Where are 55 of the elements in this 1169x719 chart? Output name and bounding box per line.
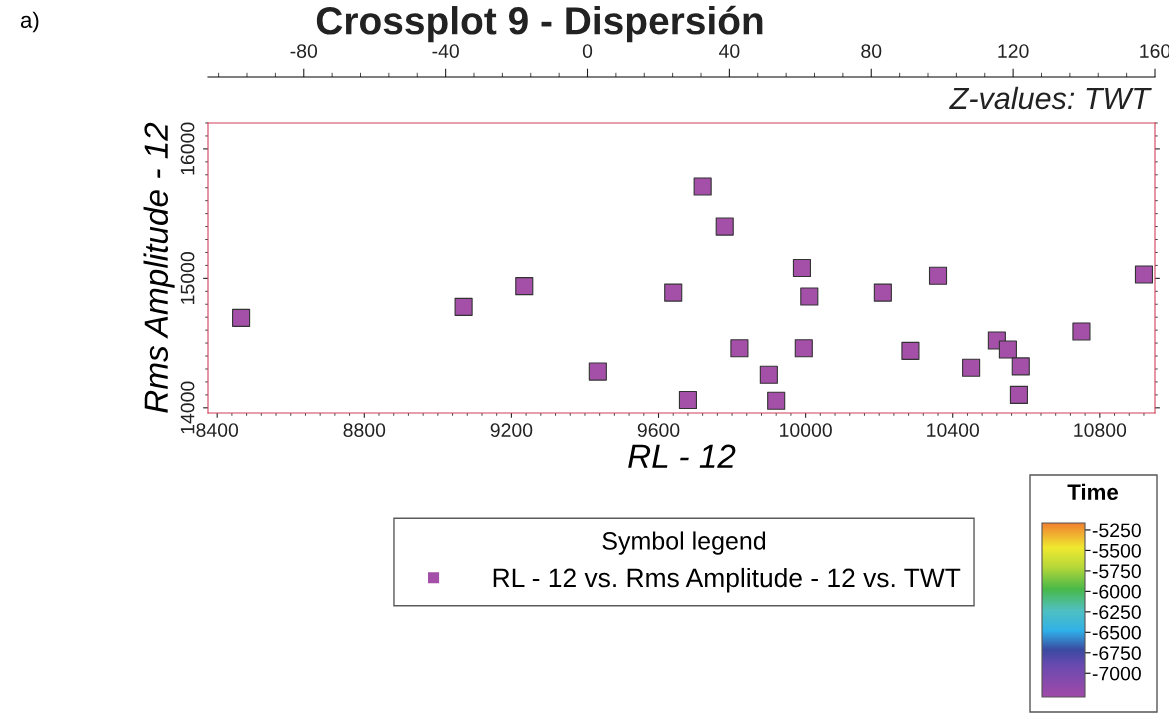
point: [664, 283, 683, 302]
point: [515, 277, 534, 296]
chart-title: Crossplot 9 - Dispersión: [316, 5, 763, 43]
x-tick-label: 9600: [637, 423, 680, 437]
point: [232, 308, 251, 327]
point: [730, 339, 749, 358]
x2-tick-label: 120: [998, 44, 1029, 58]
point: [1072, 322, 1091, 341]
x2-tick-label: 40: [719, 44, 740, 58]
point: [962, 358, 981, 377]
point: [767, 391, 786, 410]
legend-title: Symbol legend: [602, 531, 766, 555]
point: [1011, 357, 1030, 376]
text: Z-values: TWT: [949, 86, 1152, 110]
point: [901, 341, 920, 360]
x-tick-label: 8400: [196, 423, 239, 437]
color-bar-label: -6000: [1092, 584, 1141, 599]
point: [678, 390, 697, 410]
x2-tick-label: 80: [861, 44, 882, 58]
y-tick-label: 16000: [180, 122, 195, 175]
point: [1134, 265, 1154, 284]
text: a): [20, 11, 39, 33]
point: [873, 283, 892, 302]
color-bar-label: -5250: [1092, 523, 1141, 538]
point: [792, 258, 812, 278]
color-bar-label: -6500: [1092, 625, 1141, 640]
x-tick-label: 10800: [1074, 423, 1127, 437]
x2-tick-label: -80: [290, 44, 318, 58]
point: [998, 340, 1017, 359]
y-axis-title: Rms Amplitude - 12: [143, 122, 175, 413]
point: [928, 266, 948, 285]
x-axis-title: RL - 12: [628, 444, 736, 468]
color-bar-label: -6750: [1092, 646, 1141, 661]
x-tick-label: 8800: [343, 423, 386, 437]
point: [1009, 385, 1028, 404]
x2-tick-label: 0: [582, 44, 593, 58]
point: [800, 287, 819, 306]
color-bar-label: -7000: [1092, 666, 1141, 681]
color-bar-label: -6250: [1092, 605, 1141, 620]
x-tick-label: 9200: [490, 423, 533, 437]
point: [759, 365, 778, 384]
y-tick-label: 14000: [180, 381, 195, 434]
x-tick-label: 10000: [780, 423, 832, 437]
point: [454, 297, 473, 316]
color-bar-label: -5750: [1092, 564, 1141, 579]
color-bar-title: Time: [1067, 483, 1118, 500]
y-tick-label: 15000: [180, 252, 195, 304]
point: [588, 362, 607, 381]
color-bar-label: -5500: [1092, 543, 1141, 558]
x2-tick-label: -40: [432, 44, 459, 58]
point: [693, 177, 712, 196]
legend-label: RL - 12 vs. Rms Amplitude - 12 vs. TWT: [493, 567, 961, 593]
point: [794, 339, 813, 358]
point: [715, 217, 734, 236]
x-tick-label: 10400: [927, 423, 980, 437]
